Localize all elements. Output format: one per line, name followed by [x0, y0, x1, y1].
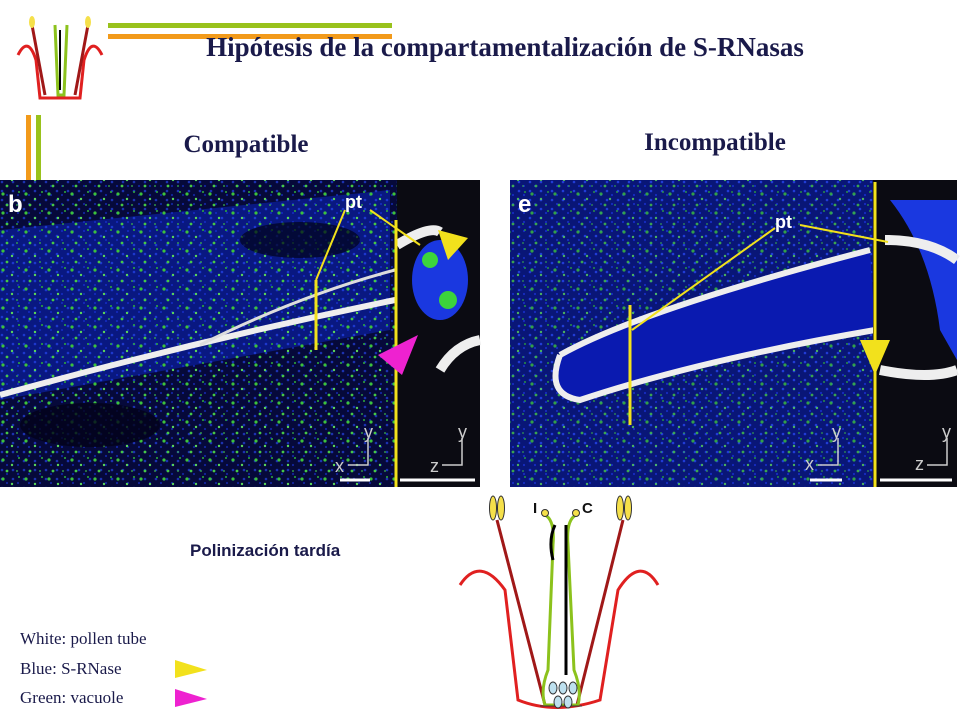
deco-bar: [108, 34, 392, 39]
micrograph: [0, 180, 482, 487]
axis-letter: y: [942, 422, 951, 442]
legend-item: White: pollen tube: [20, 629, 147, 648]
panel-heading: Compatible: [184, 131, 309, 158]
slide-title: Hipótesis de la compartamentalización de…: [206, 32, 804, 62]
diagram-label: C: [582, 500, 593, 517]
axis-letter: z: [915, 454, 924, 474]
flower-icon: [16, 16, 104, 100]
legend-item: Green: vacuole: [20, 688, 123, 707]
axis-letter: z: [430, 456, 439, 476]
legend-arrow: [175, 689, 207, 707]
legend-item: Blue: S-RNase: [20, 659, 122, 678]
panel-label: e: [518, 191, 531, 218]
deco-bar: [36, 115, 41, 180]
axis-letter: y: [832, 422, 841, 442]
axis-letter: y: [364, 422, 373, 442]
axis-letter: y: [458, 422, 467, 442]
axis-letter: x: [805, 454, 814, 474]
deco-bar: [26, 115, 31, 180]
annotation: pt: [345, 192, 362, 212]
micrograph: [510, 180, 960, 487]
annotation: pt: [775, 212, 792, 232]
caption: Polinización tardía: [190, 541, 341, 560]
panel-heading: Incompatible: [644, 129, 786, 156]
panel-label: b: [8, 191, 23, 218]
diagram-label: I: [533, 500, 537, 517]
deco-bar: [108, 23, 392, 28]
axis-letter: x: [335, 456, 344, 476]
legend-arrow: [175, 660, 207, 678]
flower-diagram: [458, 495, 660, 709]
